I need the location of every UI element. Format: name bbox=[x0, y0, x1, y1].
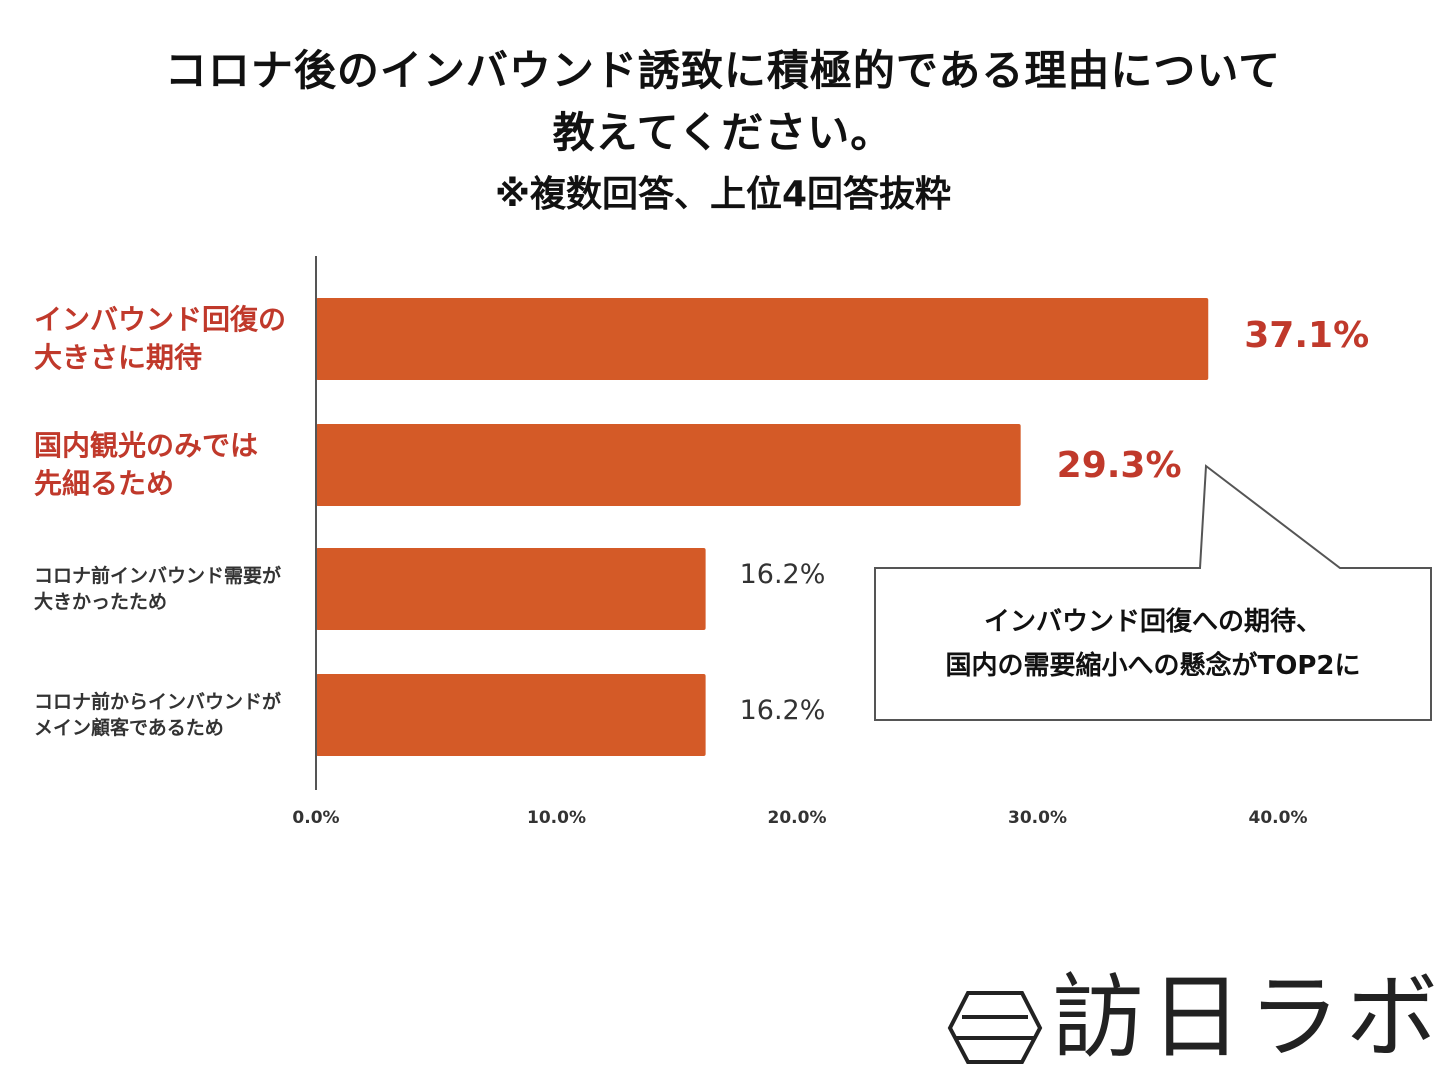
value-label: 29.3% bbox=[1056, 445, 1182, 486]
title-line-1: コロナ後のインバウンド誘致に積極的である理由について bbox=[164, 46, 1282, 95]
logo-hexagon-icon bbox=[947, 991, 1043, 1064]
x-tick-label: 0.0% bbox=[292, 808, 340, 828]
category-label: 国内観光のみでは 先細るため bbox=[34, 429, 259, 500]
callout-line-2: 国内の需要縮小への懸念がTOP2に bbox=[945, 651, 1361, 681]
category-label: コロナ前インバウンド需要が 大きかったため bbox=[34, 565, 282, 613]
bar bbox=[316, 674, 706, 756]
title-line-2: 教えてください。 bbox=[552, 108, 894, 157]
value-label: 37.1% bbox=[1244, 315, 1370, 356]
bar bbox=[316, 298, 1209, 380]
bar bbox=[316, 424, 1021, 506]
bars-layer bbox=[316, 298, 1209, 756]
value-label: 16.2% bbox=[739, 559, 826, 590]
callout-bubble-shape bbox=[874, 464, 1432, 721]
category-label: コロナ前からインバウンドが メイン顧客であるため bbox=[34, 691, 282, 739]
bar bbox=[316, 548, 706, 630]
x-tick-label: 40.0% bbox=[1248, 808, 1308, 828]
callout-line-1: インバウンド回復への期待、 bbox=[983, 607, 1322, 637]
callout-text: インバウンド回復への期待、 国内の需要縮小への懸念がTOP2に bbox=[875, 600, 1431, 688]
chart-subtitle: ※複数回答、上位4回答抜粋 bbox=[494, 174, 952, 215]
x-tick-label: 30.0% bbox=[1008, 808, 1067, 828]
category-label: インバウンド回復の 大きさに期待 bbox=[34, 303, 287, 374]
logo-text: 訪日ラボ bbox=[1052, 964, 1445, 1071]
chart-title: コロナ後のインバウンド誘致に積極的である理由について 教えてください。 ※複数回… bbox=[0, 40, 1446, 224]
callout-bubble bbox=[874, 464, 1432, 721]
value-label: 16.2% bbox=[739, 695, 826, 726]
x-tick-label: 10.0% bbox=[527, 808, 586, 828]
logo-mark bbox=[947, 991, 1043, 1064]
x-tick-label: 20.0% bbox=[767, 808, 827, 828]
